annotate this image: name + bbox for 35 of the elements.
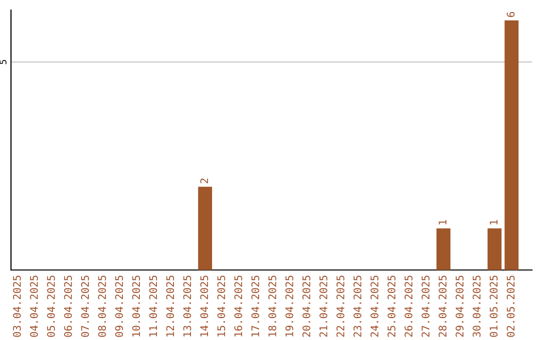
x-tick-label: 16.04.2025 [234,276,242,336]
x-tick-label: 06.04.2025 [64,276,72,337]
x-tick-label: 10.04.2025 [132,276,140,336]
x-tick-label: 15.04.2025 [217,276,226,336]
x-tick-label: 02.05.2025 [506,276,515,337]
x-tick-label: 05.04.2025 [47,276,55,337]
x-tick-label: 22.04.2025 [336,276,344,337]
x-tick-label: 18.04.2025 [268,276,276,336]
x-tick-label: 27.04.2025 [422,276,430,337]
x-tick-label: 24.04.2025 [370,276,378,337]
x-tick-label: 13.04.2025 [183,276,192,336]
data-label: 2 [200,178,208,184]
data-label: 6 [506,12,515,17]
x-tick-label: 09.04.2025 [115,276,124,337]
x-tick-label: 08.04.2025 [98,276,106,337]
x-tick-label: 29.04.2025 [456,276,464,337]
x-tick-label: 20.04.2025 [302,276,310,337]
y-tick-label: 5 [0,60,6,64]
x-tick-label: 17.04.2025 [251,276,260,336]
x-tick-label: 12.04.2025 [166,276,174,336]
x-tick-label: 28.04.2025 [438,276,447,337]
data-label: 1 [438,220,446,224]
x-tick-label: 25.04.2025 [388,276,396,337]
data-label: 1 [490,220,498,224]
x-tick-label: 14.04.2025 [200,276,208,336]
x-tick-label: 04.04.2025 [30,276,38,337]
x-tick-label: 07.04.2025 [81,276,89,337]
x-tick-label: 03.04.2025 [12,276,21,337]
x-tick-label: 23.04.2025 [354,276,362,337]
x-tick-label: 11.04.2025 [149,276,158,336]
x-tick-label: 30.04.2025 [472,276,481,337]
x-tick-label: 19.04.2025 [285,276,294,336]
x-tick-label: 01.05.2025 [490,276,498,337]
x-tick-label: 21.04.2025 [319,276,328,337]
x-tick-label: 26.04.2025 [404,276,412,337]
